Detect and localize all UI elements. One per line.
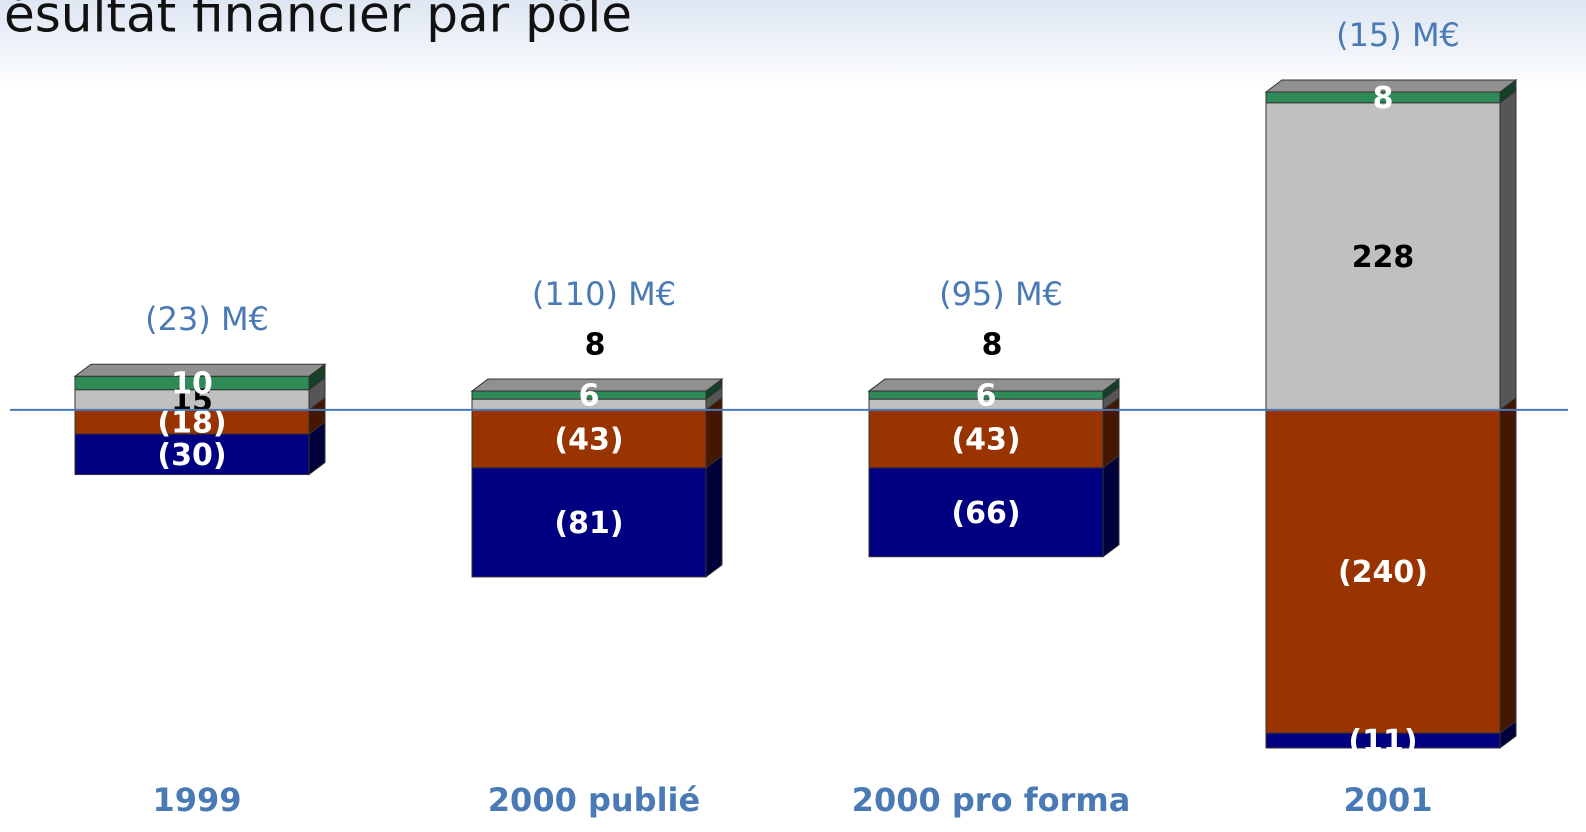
segment-label: (240) [1338, 555, 1428, 590]
bar-segment [74, 409, 310, 435]
bar-segment [868, 467, 1104, 558]
segment-label: (43) [554, 422, 623, 457]
chart-title: ésultat financier par pôle [4, 0, 632, 44]
x-tick-label: 1999 [152, 781, 241, 819]
segment-label: (18) [157, 406, 226, 441]
bar-segment [74, 433, 310, 476]
bar-side [705, 454, 723, 578]
x-tick-label: 2001 [1343, 781, 1432, 819]
bar-segment [471, 409, 707, 469]
bar-side [1102, 454, 1120, 558]
segment-label: (81) [554, 506, 623, 541]
segment-label: (43) [951, 422, 1020, 457]
total-label: (15) M€ [1336, 16, 1460, 54]
bar-segment [1265, 732, 1501, 749]
total-label: (95) M€ [939, 275, 1063, 313]
segment-label: 8 [1373, 81, 1394, 116]
x-tick-label: 2000 pro forma [852, 781, 1131, 819]
segment-label: 8 [982, 328, 1003, 363]
bar-segment [868, 409, 1104, 469]
segment-label: (11) [1348, 724, 1417, 759]
bar-segment [1265, 102, 1501, 411]
x-tick-label: 2000 publié [488, 781, 700, 819]
bar-segment [1265, 409, 1501, 734]
background [0, 0, 1586, 90]
total-label: (23) M€ [145, 300, 269, 338]
segment-label: (66) [951, 496, 1020, 531]
segment-label: 6 [579, 379, 600, 414]
segment-label: 10 [171, 366, 213, 401]
bar-top [867, 378, 1121, 392]
bar-top [73, 363, 327, 377]
total-label: (110) M€ [532, 275, 676, 313]
bar-side [1499, 89, 1517, 411]
segment-label: 228 [1352, 240, 1415, 275]
segment-label: (30) [157, 438, 226, 473]
bar-top [470, 378, 724, 392]
segment-label: 15 [171, 383, 213, 418]
segment-label: 6 [976, 379, 997, 414]
segment-label: 8 [585, 328, 606, 363]
bar-side [1499, 396, 1517, 735]
bar-top [1264, 79, 1518, 93]
bar-segment [471, 467, 707, 578]
